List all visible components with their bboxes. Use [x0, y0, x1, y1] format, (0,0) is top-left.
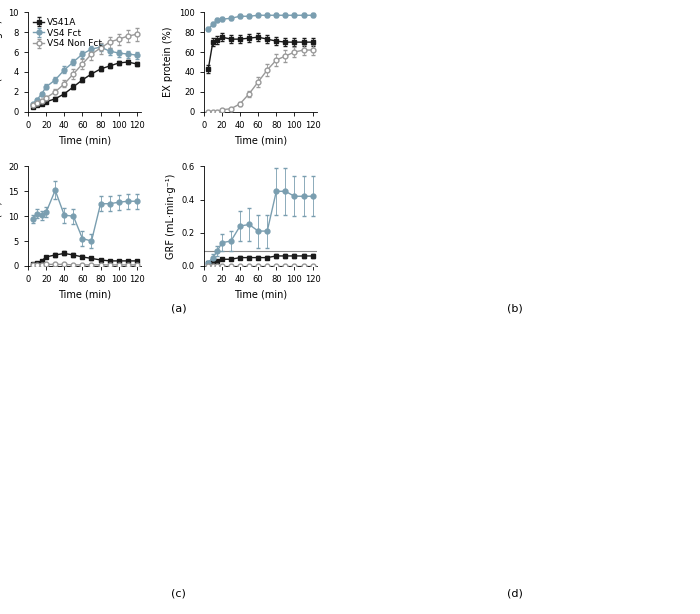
- Y-axis label: GRF (mL·min·g⁻¹): GRF (mL·min·g⁻¹): [166, 174, 176, 259]
- Y-axis label: RBF (mL·min·g⁻¹): RBF (mL·min·g⁻¹): [0, 20, 3, 104]
- X-axis label: Time (min): Time (min): [234, 135, 287, 146]
- Text: (b): (b): [507, 304, 522, 314]
- Y-axis label: FF (%): FF (%): [0, 201, 3, 231]
- Text: (a): (a): [171, 304, 186, 314]
- Text: (c): (c): [171, 589, 186, 599]
- Y-axis label: EX protein (%): EX protein (%): [163, 27, 174, 97]
- Text: (d): (d): [507, 589, 522, 599]
- X-axis label: Time (min): Time (min): [234, 289, 287, 300]
- X-axis label: Time (min): Time (min): [58, 289, 111, 300]
- Legend: VS41A, VS4 Fct, VS4 Non Fct: VS41A, VS4 Fct, VS4 Non Fct: [32, 17, 103, 49]
- X-axis label: Time (min): Time (min): [58, 135, 111, 146]
